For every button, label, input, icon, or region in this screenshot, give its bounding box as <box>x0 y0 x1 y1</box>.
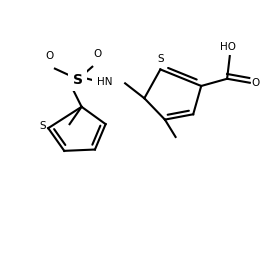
Text: S: S <box>157 54 164 64</box>
Text: HN: HN <box>97 77 112 87</box>
Text: S: S <box>39 121 46 131</box>
Text: O: O <box>93 49 102 59</box>
Text: O: O <box>251 78 259 88</box>
Text: S: S <box>73 73 83 87</box>
Text: HO: HO <box>220 42 237 52</box>
Text: O: O <box>45 51 54 61</box>
